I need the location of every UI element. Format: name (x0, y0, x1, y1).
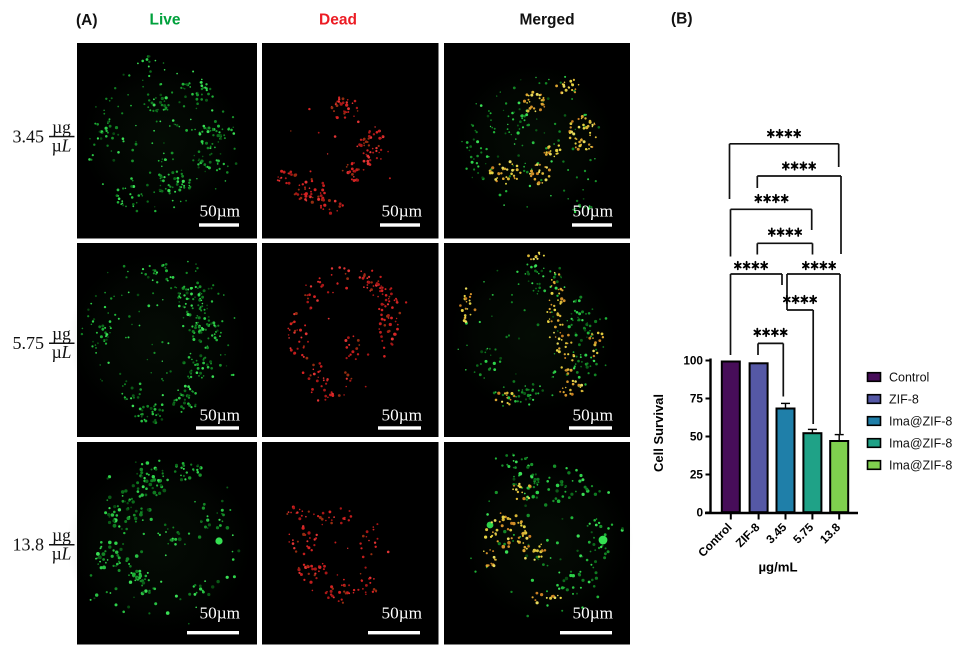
svg-text:µg: µg (52, 324, 71, 344)
svg-text:µL: µL (52, 342, 72, 362)
svg-text:(B): (B) (671, 11, 693, 28)
svg-text:µg/mL: µg/mL (758, 560, 797, 575)
svg-text:50µm: 50µm (573, 604, 614, 623)
svg-text:µg: µg (52, 525, 71, 545)
svg-text:0: 0 (696, 505, 703, 519)
svg-text:3.45: 3.45 (13, 126, 45, 146)
svg-text:75: 75 (690, 391, 704, 405)
svg-text:50µm: 50µm (573, 406, 614, 425)
svg-text:50µm: 50µm (200, 604, 241, 623)
svg-text:µL: µL (52, 544, 72, 564)
svg-text:50µm: 50µm (382, 406, 423, 425)
svg-text:Ima@ZIF-8: Ima@ZIF-8 (889, 414, 952, 428)
svg-text:µg: µg (52, 117, 71, 137)
svg-text:Cell Survival: Cell Survival (651, 394, 666, 472)
svg-text:100: 100 (683, 353, 703, 367)
svg-text:Ima@ZIF-8: Ima@ZIF-8 (889, 458, 952, 472)
svg-text:µL: µL (52, 135, 72, 155)
svg-text:Control: Control (889, 370, 929, 384)
svg-text:13.8: 13.8 (13, 535, 45, 555)
svg-text:50µm: 50µm (573, 202, 614, 221)
svg-text:Ima@ZIF-8: Ima@ZIF-8 (889, 436, 952, 450)
svg-text:50: 50 (690, 429, 704, 443)
svg-text:50µm: 50µm (200, 202, 241, 221)
svg-text:50µm: 50µm (382, 604, 423, 623)
svg-text:Dead: Dead (319, 12, 357, 29)
svg-text:ZIF-8: ZIF-8 (889, 392, 919, 406)
svg-text:50µm: 50µm (200, 406, 241, 425)
svg-text:25: 25 (690, 467, 704, 481)
svg-text:(A): (A) (76, 12, 98, 29)
svg-text:50µm: 50µm (382, 202, 423, 221)
svg-text:Merged: Merged (519, 12, 574, 29)
svg-text:Live: Live (149, 12, 180, 29)
svg-text:5.75: 5.75 (13, 333, 45, 353)
